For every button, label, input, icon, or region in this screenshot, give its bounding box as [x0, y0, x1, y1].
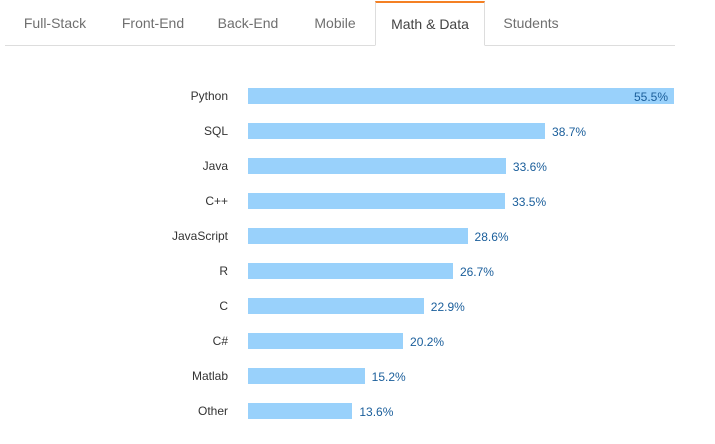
bar [248, 263, 453, 279]
value-label: 15.2% [371, 370, 406, 384]
category-label: Matlab [191, 369, 228, 383]
value-label: 33.6% [512, 160, 547, 174]
tab-mobile[interactable]: Mobile [314, 15, 356, 31]
bar [248, 193, 506, 209]
category-label: Other [197, 404, 228, 418]
value-label: 38.7% [552, 125, 587, 139]
language-tabs: Full-Stack Front-End Back-End Mobile Mat… [5, 1, 675, 46]
tab-students[interactable]: Students [503, 15, 559, 31]
bar [248, 403, 353, 419]
value-label: 33.5% [512, 195, 547, 209]
value-label: 20.2% [410, 335, 445, 349]
bar [248, 298, 424, 314]
value-label: 13.6% [359, 405, 394, 419]
category-label: SQL [203, 124, 228, 138]
category-label: C# [212, 334, 228, 348]
tab-math-data[interactable]: Math & Data [375, 1, 485, 46]
bar [248, 368, 365, 384]
bar [248, 158, 506, 174]
category-label: JavaScript [171, 229, 228, 243]
bar [248, 228, 468, 244]
tab-front-end[interactable]: Front-End [121, 15, 185, 31]
bar [248, 123, 546, 139]
category-label: C++ [205, 194, 228, 208]
bar [248, 333, 404, 349]
value-label: 28.6% [474, 230, 509, 244]
category-label: R [219, 264, 228, 278]
bar [248, 88, 674, 104]
value-label: 22.9% [430, 300, 465, 314]
value-label: 26.7% [459, 265, 494, 279]
category-label: Python [190, 89, 228, 103]
category-label: C [219, 299, 228, 313]
tab-full-stack[interactable]: Full-Stack [23, 15, 87, 31]
tab-back-end[interactable]: Back-End [217, 15, 279, 31]
value-label: 55.5% [634, 90, 669, 104]
category-label: Java [202, 159, 228, 173]
